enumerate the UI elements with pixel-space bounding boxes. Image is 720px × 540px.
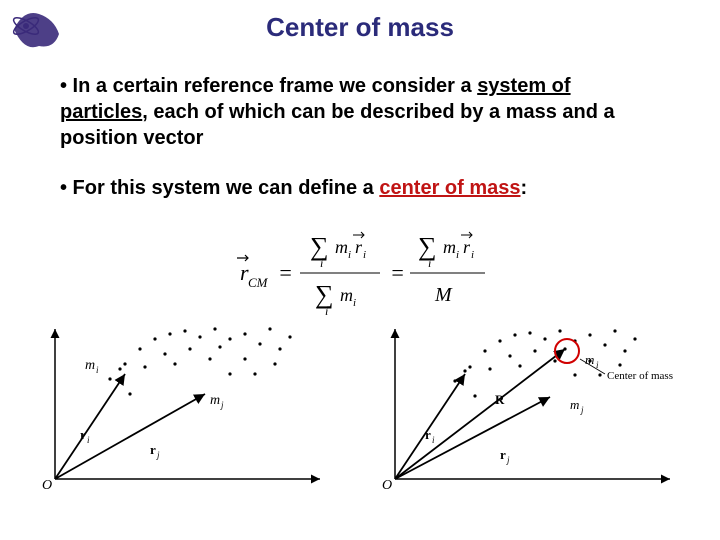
bullet-2-red: center of mass bbox=[379, 177, 520, 199]
svg-text:i: i bbox=[432, 435, 435, 445]
svg-text:r: r bbox=[150, 442, 156, 457]
svg-text:r: r bbox=[425, 427, 431, 442]
svg-text:m: m bbox=[340, 285, 353, 305]
svg-text:i: i bbox=[325, 304, 328, 315]
svg-text:i: i bbox=[353, 297, 356, 309]
slide-title: Center of mass bbox=[0, 0, 720, 43]
diagrams-row: O m i m j r i r j O bbox=[0, 319, 720, 494]
svg-text:CM: CM bbox=[248, 275, 269, 290]
svg-text:i: i bbox=[428, 256, 431, 270]
svg-text:m: m bbox=[443, 237, 456, 257]
svg-text:j: j bbox=[220, 400, 224, 410]
svg-text:i: i bbox=[456, 249, 459, 261]
svg-text:i: i bbox=[471, 249, 474, 261]
bullet-2: • For this system we can define a center… bbox=[60, 175, 660, 201]
svg-text:m: m bbox=[335, 237, 348, 257]
svg-text:O: O bbox=[382, 478, 392, 489]
svg-text:Center of mass: Center of mass bbox=[607, 370, 673, 382]
logo-icon bbox=[4, 4, 64, 54]
svg-text:j: j bbox=[156, 450, 160, 460]
bullet-1: • In a certain reference frame we consid… bbox=[60, 73, 660, 151]
svg-text:i: i bbox=[320, 256, 323, 270]
svg-text:m: m bbox=[570, 397, 579, 412]
formula: r CM = ∑ i m i r i ∑ i m i = ∑ i m i r i… bbox=[0, 225, 720, 321]
svg-text:O: O bbox=[42, 478, 52, 489]
svg-text:R: R bbox=[495, 392, 505, 407]
svg-text:r: r bbox=[80, 427, 86, 442]
svg-text:i: i bbox=[348, 249, 351, 261]
svg-text:r: r bbox=[355, 237, 363, 257]
svg-text:=: = bbox=[278, 260, 293, 285]
svg-text:=: = bbox=[390, 260, 405, 285]
svg-text:m: m bbox=[85, 358, 95, 373]
svg-text:i: i bbox=[87, 435, 90, 445]
diagram-right: O r i r j R m i m j Center of mass bbox=[370, 319, 690, 494]
svg-text:i: i bbox=[363, 249, 366, 261]
svg-text:M: M bbox=[434, 284, 453, 306]
bullet-2-post: : bbox=[521, 177, 528, 199]
diagram-left: O m i m j r i r j bbox=[30, 319, 330, 494]
bullet-1-post: , each of which can be described by a ma… bbox=[60, 101, 615, 149]
svg-text:m: m bbox=[210, 393, 220, 408]
svg-text:j: j bbox=[506, 455, 510, 465]
svg-text:i: i bbox=[96, 365, 99, 375]
svg-text:j: j bbox=[580, 405, 584, 415]
bullet-2-pre: • For this system we can define a bbox=[60, 177, 379, 199]
content-area: • In a certain reference frame we consid… bbox=[0, 43, 720, 201]
center-of-mass-highlight-icon bbox=[554, 338, 580, 364]
svg-text:r: r bbox=[463, 237, 471, 257]
svg-text:r: r bbox=[500, 447, 506, 462]
bullet-1-pre: • In a certain reference frame we consid… bbox=[60, 75, 477, 97]
